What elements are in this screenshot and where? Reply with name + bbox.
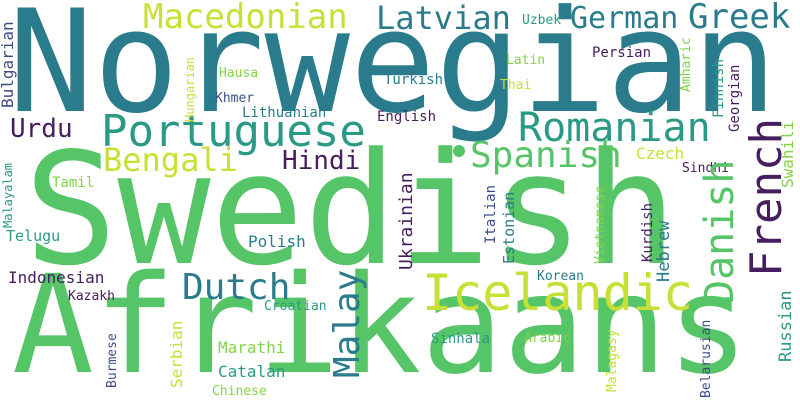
word-telugu: Telugu bbox=[6, 227, 61, 245]
word-latin: Latin bbox=[506, 53, 546, 68]
word-croatian: Croatian bbox=[264, 299, 327, 314]
word-malagasy: Malagasy bbox=[605, 329, 620, 392]
word-estonian: Estonian bbox=[500, 191, 518, 264]
word-uzbek: Uzbek bbox=[522, 13, 562, 28]
word-sinhala: Sinhala bbox=[431, 331, 491, 347]
word-latvian: Latvian bbox=[376, 0, 511, 37]
word-amharic: Amharic bbox=[679, 37, 694, 92]
word-spanish: Spanish bbox=[470, 135, 622, 176]
word-danish: Danish bbox=[697, 159, 743, 305]
word-korean: Korean bbox=[537, 269, 584, 284]
word-belarusian: Belarusian bbox=[699, 319, 714, 398]
word-greek: Greek bbox=[688, 0, 791, 37]
word-arabic: Arabic bbox=[524, 331, 571, 346]
word-hungarian: Hungarian bbox=[183, 56, 197, 122]
word-swedish: Swedish bbox=[24, 119, 678, 300]
word-hebrew: Hebrew bbox=[654, 220, 674, 282]
word-indonesian: Indonesian bbox=[8, 268, 105, 287]
word-finnish: Finnish bbox=[711, 58, 727, 118]
word-sindhi: Sindhi bbox=[682, 161, 729, 176]
word-ukrainian: Ukrainian bbox=[396, 172, 417, 270]
word-catalan: Catalan bbox=[218, 362, 286, 381]
word-serbian: Serbian bbox=[167, 320, 186, 388]
word-khmer: Khmer bbox=[215, 91, 255, 106]
word-icelandic: Icelandic bbox=[422, 264, 693, 322]
word-portuguese: Portuguese bbox=[101, 106, 366, 157]
word-marathi: Marathi bbox=[218, 338, 286, 357]
word-hausa: Hausa bbox=[219, 66, 259, 81]
word-english: English bbox=[377, 109, 437, 125]
word-hindi: Hindi bbox=[282, 146, 361, 176]
word-kurdish: Kurdish bbox=[640, 202, 656, 262]
word-german: German bbox=[570, 1, 679, 36]
word-bengali: Bengali bbox=[103, 141, 238, 179]
word-italian: Italian bbox=[483, 184, 499, 244]
dot-decoration bbox=[453, 145, 465, 157]
word-bulgarian: Bulgarian bbox=[0, 21, 17, 108]
word-romanian: Romanian bbox=[518, 105, 711, 151]
word-urdu: Urdu bbox=[10, 114, 73, 144]
word-lithuanian: Lithuanian bbox=[242, 105, 327, 121]
word-turkish: Turkish bbox=[384, 72, 444, 88]
word-afrikaans: Afrikaans bbox=[12, 247, 749, 400]
word-dutch: Dutch bbox=[182, 267, 291, 308]
word-malayalam: Malayalam bbox=[1, 162, 15, 228]
word-chinese: Chinese bbox=[212, 384, 267, 399]
word-burmese: Burmese bbox=[105, 333, 120, 388]
word-tamil: Tamil bbox=[52, 175, 95, 191]
word-norwegian: Norwegian bbox=[8, 0, 778, 145]
word-russian: Russian bbox=[776, 290, 796, 362]
word-malay: Malay bbox=[327, 269, 368, 378]
word-polish: Polish bbox=[248, 232, 306, 251]
word-georgian: Georgian bbox=[727, 64, 743, 132]
word-swahili: Swahili bbox=[778, 120, 797, 188]
word-vietnamese: Vietnamese bbox=[593, 185, 608, 264]
word-thai: Thai bbox=[500, 78, 532, 93]
word-persian: Persian bbox=[592, 45, 652, 61]
word-czech: Czech bbox=[636, 144, 685, 163]
word-kazakh: Kazakh bbox=[68, 289, 115, 304]
word-macedonian: Macedonian bbox=[143, 0, 348, 37]
